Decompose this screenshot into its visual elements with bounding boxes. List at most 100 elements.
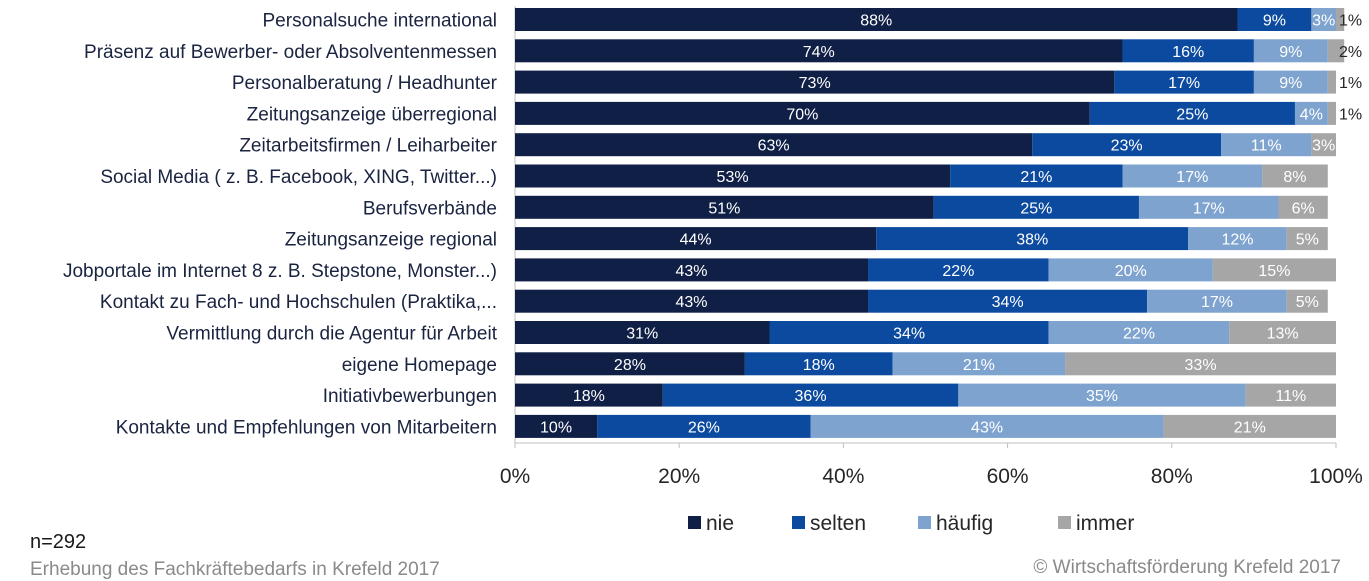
data-label: 74%	[803, 44, 835, 61]
bar-segment-selten	[1237, 8, 1312, 31]
data-label: 51%	[708, 200, 740, 217]
legend-swatch	[688, 516, 701, 529]
data-label: 73%	[799, 75, 831, 92]
data-label: 26%	[688, 419, 720, 436]
bar-segment-immer	[1278, 195, 1328, 219]
bar-segment-immer	[1163, 414, 1336, 438]
category-label: Zeitarbeitsfirmen / Leiharbeiter	[239, 136, 497, 157]
data-label: 44%	[680, 232, 712, 249]
data-label: 23%	[1111, 138, 1143, 155]
bar-segment-nie	[515, 227, 877, 251]
legend-swatch	[918, 516, 931, 529]
data-label: 43%	[675, 263, 707, 280]
legend-item-häufig: häufig	[918, 512, 993, 535]
data-label: 34%	[893, 326, 925, 343]
data-label: 3%	[1312, 13, 1335, 30]
data-label: 70%	[786, 106, 818, 123]
x-tick-label: 0%	[500, 465, 530, 488]
data-label: 63%	[758, 138, 790, 155]
data-label: 21%	[1020, 169, 1052, 186]
category-label: Kontakt zu Fach- und Hochschulen (Prakti…	[100, 292, 497, 313]
data-label: 33%	[1185, 357, 1217, 374]
data-label: 5%	[1296, 294, 1319, 311]
data-label: 18%	[803, 357, 835, 374]
bar-segment-häufig	[892, 352, 1066, 376]
bar-segment-häufig	[1048, 258, 1213, 282]
data-label: 15%	[1258, 263, 1290, 280]
bar-segment-selten	[868, 258, 1049, 282]
data-label: 53%	[717, 169, 749, 186]
data-label: 20%	[1115, 263, 1147, 280]
bar-segment-immer	[1065, 352, 1336, 376]
legend-label: nie	[706, 512, 734, 535]
category-label: Social Media ( z. B. Facebook, XING, Twi…	[100, 167, 497, 188]
legend-label: immer	[1076, 512, 1134, 535]
bar-segment-immer	[1212, 258, 1336, 282]
bar-segment-nie	[515, 383, 663, 407]
bar-segment-selten	[1114, 70, 1254, 94]
bar-segment-häufig	[810, 414, 1164, 438]
data-label: 17%	[1201, 294, 1233, 311]
data-label: 1%	[1339, 106, 1362, 123]
legend-label: selten	[810, 512, 866, 535]
bar-segment-nie	[515, 101, 1090, 125]
data-label: 22%	[1123, 326, 1155, 343]
data-label: 34%	[992, 294, 1024, 311]
bar-segment-häufig	[1188, 227, 1287, 251]
bar-segment-immer	[1245, 383, 1336, 407]
legend-item-nie: nie	[688, 512, 734, 535]
data-label: 10%	[540, 419, 572, 436]
data-label: 5%	[1296, 232, 1319, 249]
category-label: Jobportale im Internet 8 z. B. Stepstone…	[63, 261, 497, 282]
bar-segment-immer	[1262, 164, 1328, 188]
bar-segment-häufig	[1253, 70, 1328, 94]
data-label: 17%	[1176, 169, 1208, 186]
data-label: 13%	[1267, 326, 1299, 343]
bar-segment-selten	[1089, 101, 1295, 125]
data-label: 11%	[1275, 388, 1306, 405]
data-label: 28%	[614, 357, 646, 374]
category-label: Kontakte und Empfehlungen von Mitarbeite…	[116, 417, 497, 438]
bar-segment-selten	[662, 383, 959, 407]
data-label: 31%	[626, 326, 658, 343]
data-label: 25%	[1020, 200, 1052, 217]
data-label: 9%	[1279, 44, 1302, 61]
bar-segment-selten	[950, 164, 1123, 188]
data-label: 1%	[1339, 75, 1362, 92]
bar-segment-selten	[744, 352, 893, 376]
data-label: 88%	[860, 13, 892, 30]
x-tick-label: 40%	[822, 465, 864, 488]
data-label: 11%	[1251, 138, 1282, 155]
bar-segment-häufig	[1122, 164, 1263, 188]
bar-segment-häufig	[958, 383, 1246, 407]
bar-segment-nie	[515, 8, 1238, 31]
data-label: 35%	[1086, 388, 1118, 405]
data-label: 17%	[1193, 200, 1225, 217]
bar-segment-immer	[1336, 8, 1345, 31]
bar-segment-häufig	[1221, 133, 1312, 157]
bar-segment-nie	[515, 352, 745, 376]
data-label: 4%	[1300, 106, 1323, 123]
category-label: Präsenz auf Bewerber- oder Absolventenme…	[84, 42, 497, 63]
copyright-label: © Wirtschaftsförderung Krefeld 2017	[1033, 557, 1341, 578]
x-tick-labels: 0% 20% 40% 60% 80% 100%	[500, 465, 1363, 488]
source-label: Erhebung des Fachkräftebedarfs in Krefel…	[30, 559, 440, 580]
bar-segment-nie	[515, 133, 1033, 157]
data-label: 16%	[1172, 44, 1204, 61]
data-label: 9%	[1279, 75, 1302, 92]
bar-segment-immer	[1327, 70, 1336, 94]
bar-segment-nie	[515, 258, 869, 282]
bar-segment-selten	[1032, 133, 1222, 157]
data-label: 36%	[795, 388, 827, 405]
bar-segment-häufig	[1048, 321, 1230, 344]
category-label: Initiativbewerbungen	[323, 386, 497, 407]
category-label: Personalberatung / Headhunter	[232, 73, 498, 94]
category-label: Personalsuche international	[263, 11, 498, 32]
data-label: 8%	[1283, 169, 1306, 186]
bar-segment-nie	[515, 289, 869, 313]
data-label: 25%	[1176, 106, 1208, 123]
data-label: 38%	[1016, 232, 1048, 249]
bar-segment-häufig	[1294, 101, 1328, 125]
bar-segment-selten	[933, 195, 1139, 219]
